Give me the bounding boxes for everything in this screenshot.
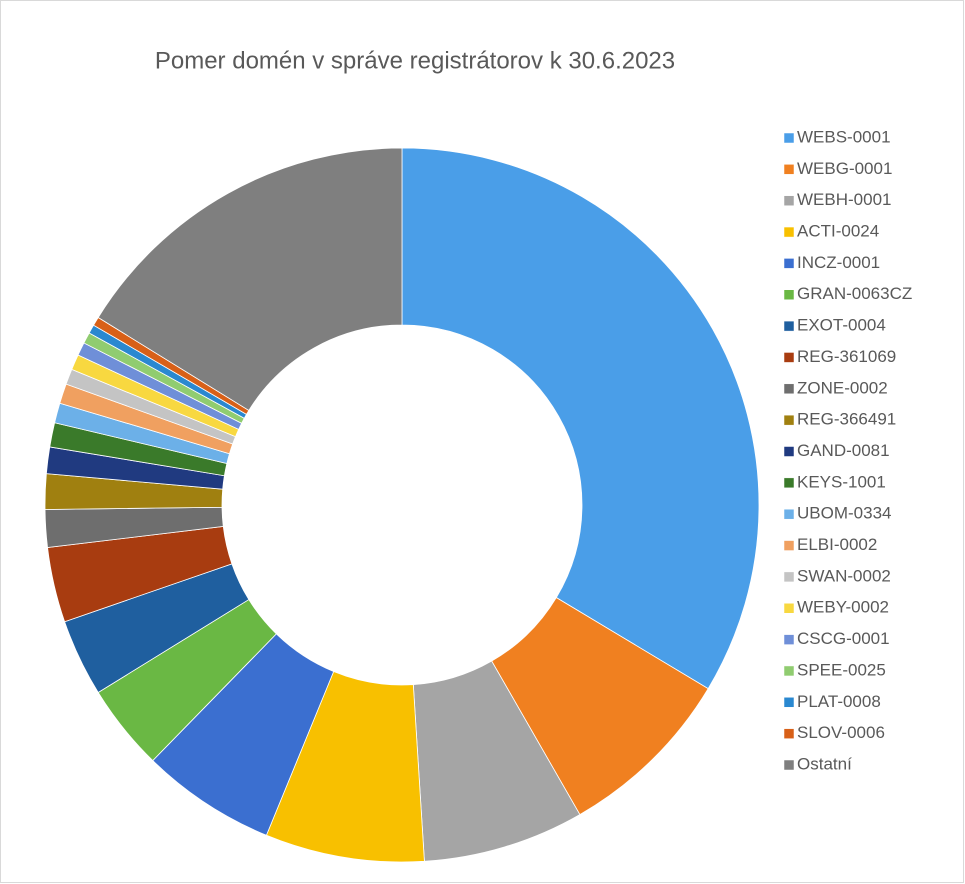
legend-label: KEYS-1001 — [797, 472, 886, 491]
legend-label: EXOT-0004 — [797, 316, 886, 335]
legend-label: SWAN-0002 — [797, 566, 891, 585]
legend-label: ELBI-0002 — [797, 535, 877, 554]
legend-swatch — [783, 414, 795, 426]
legend-label: REG-366491 — [797, 410, 896, 429]
legend-swatch — [783, 571, 795, 583]
legend-label: Ostatní — [797, 754, 852, 773]
legend-label: WEBG-0001 — [797, 159, 892, 178]
legend-swatch — [783, 132, 795, 144]
legend-label: SLOV-0006 — [797, 723, 885, 742]
legend-label: REG-361069 — [797, 347, 896, 366]
legend-swatch — [783, 289, 795, 300]
chart-title: Pomer domén v správe registrátorov k 30.… — [155, 47, 675, 74]
legend-swatch — [783, 697, 795, 708]
legend-swatch — [783, 226, 795, 238]
legend-swatch — [783, 665, 795, 677]
legend-label: ACTI-0024 — [797, 222, 879, 241]
legend-swatch — [783, 195, 795, 206]
legend-label: WEBY-0002 — [797, 598, 889, 617]
legend-label: UBOM-0334 — [797, 504, 891, 523]
legend-swatch — [783, 446, 795, 457]
legend-swatch — [783, 728, 795, 739]
legend-swatch — [783, 164, 795, 175]
legend-swatch — [783, 320, 795, 332]
legend-label: WEBS-0001 — [797, 127, 891, 146]
legend-label: ZONE-0002 — [797, 378, 888, 397]
legend-label: GRAN-0063CZ — [797, 284, 912, 303]
legend-label: INCZ-0001 — [797, 253, 880, 272]
legend-label: GAND-0081 — [797, 441, 890, 460]
donut-slice — [401, 147, 760, 690]
legend-swatch — [783, 508, 795, 520]
legend-swatch — [783, 540, 795, 551]
legend-swatch — [783, 383, 795, 395]
legend-swatch — [783, 352, 795, 363]
legend-label: WEBH-0001 — [797, 190, 891, 209]
legend-swatch — [783, 759, 795, 771]
legend-label: CSCG-0001 — [797, 629, 890, 648]
legend-label: SPEE-0025 — [797, 660, 886, 679]
legend-swatch — [783, 477, 795, 489]
legend-swatch — [783, 258, 795, 269]
legend-swatch — [783, 603, 795, 614]
legend-swatch — [783, 634, 795, 645]
donut-slice — [97, 147, 403, 412]
legend-label: PLAT-0008 — [797, 692, 881, 711]
